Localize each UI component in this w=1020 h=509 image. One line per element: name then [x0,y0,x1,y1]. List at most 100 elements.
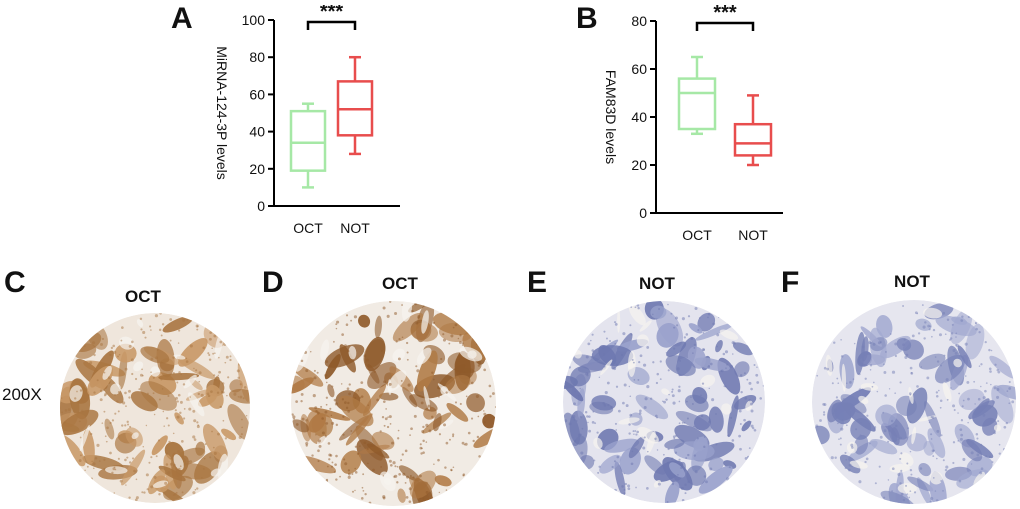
nucleus-speckle [422,451,425,454]
nucleus-speckle [416,369,420,373]
nucleus-speckle [894,354,898,358]
nucleus-speckle [979,471,983,475]
nucleus-speckle [739,374,743,377]
stained-region [855,331,865,375]
nucleus-speckle [952,461,955,465]
nucleus-speckle [676,367,680,371]
stroma-gap [392,348,405,362]
nucleus-speckle [834,456,837,459]
nucleus-speckle [633,433,635,435]
nucleus-speckle [909,366,913,370]
nucleus-speckle [93,353,96,357]
nucleus-speckle [335,454,338,458]
nucleus-speckle [328,453,332,457]
nucleus-speckle [970,463,973,465]
nucleus-speckle [141,491,144,494]
nucleus-speckle [750,387,753,391]
nucleus-speckle [678,374,681,377]
nucleus-speckle [694,306,698,311]
nucleus-speckle [483,412,487,416]
nucleus-speckle [838,438,840,440]
nucleus-speckle [444,466,447,469]
nucleus-speckle [598,376,601,378]
nucleus-speckle [623,383,627,387]
nucleus-speckle [573,402,576,406]
nucleus-speckle [938,333,942,337]
nucleus-speckle [351,472,354,476]
nucleus-speckle [591,420,595,424]
nucleus-speckle [649,397,653,400]
nucleus-speckle [897,438,899,441]
nucleus-speckle [750,409,754,413]
stroma-gap [600,359,613,376]
nucleus-speckle [344,401,347,405]
nucleus-speckle [78,420,81,423]
stained-region [229,389,250,404]
nucleus-speckle [909,392,912,395]
nucleus-speckle [140,328,143,331]
nucleus-speckle [179,411,182,415]
nucleus-speckle [334,402,338,406]
stroma-gap [183,374,197,389]
nucleus-speckle [935,391,939,394]
nucleus-speckle [166,417,169,420]
nucleus-speckle [707,312,711,316]
nucleus-speckle [630,462,634,466]
nucleus-speckle [303,350,308,354]
nucleus-speckle [887,479,890,481]
nucleus-speckle [216,391,220,394]
nucleus-speckle [112,344,115,348]
nucleus-speckle [366,358,369,362]
nucleus-speckle [955,343,959,348]
nucleus-speckle [195,447,197,450]
stained-region [444,374,471,394]
stained-region [686,465,707,486]
nucleus-speckle [670,312,673,315]
nucleus-speckle [348,383,351,386]
nucleus-speckle [603,404,607,407]
nucleus-speckle [952,441,956,444]
nucleus-speckle [564,419,568,423]
nucleus-speckle [692,352,694,354]
nucleus-speckle [142,330,146,335]
nucleus-speckle [944,468,948,472]
nucleus-speckle [997,370,1001,374]
nucleus-speckle [135,496,139,500]
nucleus-speckle [324,373,328,377]
nucleus-speckle [99,398,103,402]
nucleus-speckle [344,344,347,348]
nucleus-speckle [693,343,696,346]
stroma-gap [841,363,847,392]
nucleus-speckle [341,333,344,336]
nucleus-speckle [344,462,348,466]
nucleus-speckle [869,442,871,445]
nucleus-speckle [702,331,705,334]
nucleus-speckle [978,331,981,334]
stained-region [140,381,177,411]
stroma-gap [953,358,963,368]
nucleus-speckle [687,453,690,457]
nucleus-speckle [833,341,836,344]
nucleus-speckle [347,472,351,476]
nucleus-speckle [700,414,704,418]
nucleus-speckle [76,390,78,393]
nucleus-speckle [708,420,711,424]
nucleus-speckle [362,489,365,492]
nucleus-speckle [613,460,616,463]
nucleus-speckle [942,489,944,492]
nucleus-speckle [627,484,631,488]
significance-label: *** [713,5,737,24]
nucleus-speckle [568,422,572,426]
nucleus-speckle [910,371,914,375]
nucleus-speckle [835,396,839,399]
nucleus-speckle [81,409,84,413]
nucleus-speckle [993,386,997,390]
nucleus-speckle [67,408,71,411]
nucleus-speckle [189,344,193,348]
nucleus-speckle [185,360,189,363]
nucleus-speckle [659,378,662,381]
nucleus-speckle [233,392,237,396]
nucleus-speckle [902,343,905,346]
nucleus-speckle [382,400,386,404]
nucleus-speckle [931,335,933,338]
